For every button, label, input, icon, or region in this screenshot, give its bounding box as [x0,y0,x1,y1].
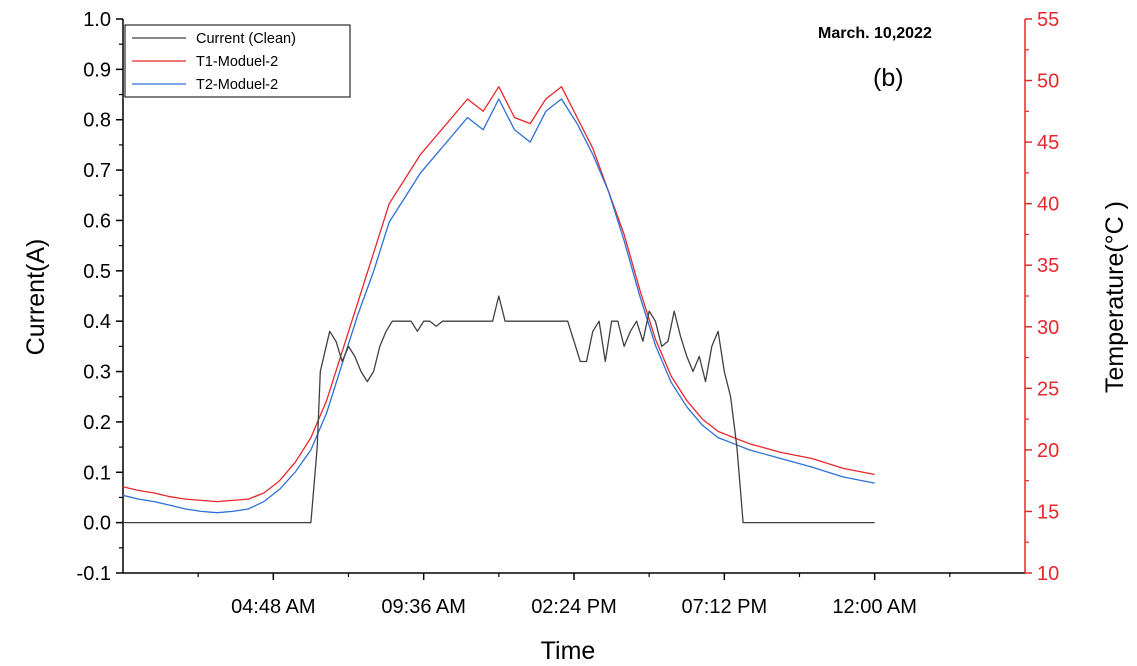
x-tick-label: 02:24 PM [531,596,617,618]
series-t1-line [122,86,875,503]
y-axis-title-right: Temperature(°C ) [1101,201,1129,393]
y-axis-title-left: Current(A) [22,239,50,356]
y-tick-left-label: 0.7 [83,160,111,182]
y-tick-left-label: -0.1 [77,563,111,585]
y-tick-right-label: 30 [1037,317,1059,339]
y-tick-left-label: 0.2 [83,412,111,434]
legend-label-current: Current (Clean) [196,31,296,47]
axes-layer: -0.1 0.0 0.1 0.2 0.3 0.4 0.5 0.6 0.7 0.8 0.9 1.0 10 1… [77,9,1060,618]
panel-label: (b) [873,64,904,92]
x-tick-label: 12:00 AM [832,596,917,618]
y-tick-right-label: 50 [1037,71,1059,93]
date-annotation: March. 10,2022 [818,25,932,42]
series-t2-line [122,98,875,514]
y-tick-left-label: 0.8 [83,110,111,132]
y-tick-left-label: 0.9 [83,59,111,81]
x-axis-title: Time [541,637,596,665]
y-tick-left-label: 0.4 [83,311,111,333]
legend: Current (Clean) T1-Moduel-2 T2-Moduel-2 [124,24,351,98]
series-current-line [123,295,875,524]
legend-label-t2: T2-Moduel-2 [196,77,278,93]
y-tick-right-label: 10 [1037,563,1059,585]
y-tick-left-label: 0.6 [83,210,111,232]
y-tick-left-label: 0.3 [83,362,111,384]
series-layer [122,86,875,524]
x-tick-label: 04:48 AM [231,596,316,618]
y-tick-right-label: 45 [1037,132,1059,154]
y-tick-left-label: 0.5 [83,261,111,283]
legend-label-t1: T1-Moduel-2 [196,54,278,70]
y-tick-right-label: 25 [1037,378,1059,400]
y-tick-left-label: 0.1 [83,462,111,484]
y-tick-right-label: 20 [1037,440,1059,462]
y-tick-left-label: 0.0 [83,513,111,535]
x-tick-label: 07:12 PM [682,596,768,618]
y-tick-right-label: 40 [1037,194,1059,216]
y-tick-right-label: 35 [1037,255,1059,277]
y-tick-left-label: 1.0 [83,9,111,31]
y-tick-right-label: 15 [1037,501,1059,523]
x-tick-label: 09:36 AM [381,596,466,618]
y-tick-right-label: 55 [1037,9,1059,31]
